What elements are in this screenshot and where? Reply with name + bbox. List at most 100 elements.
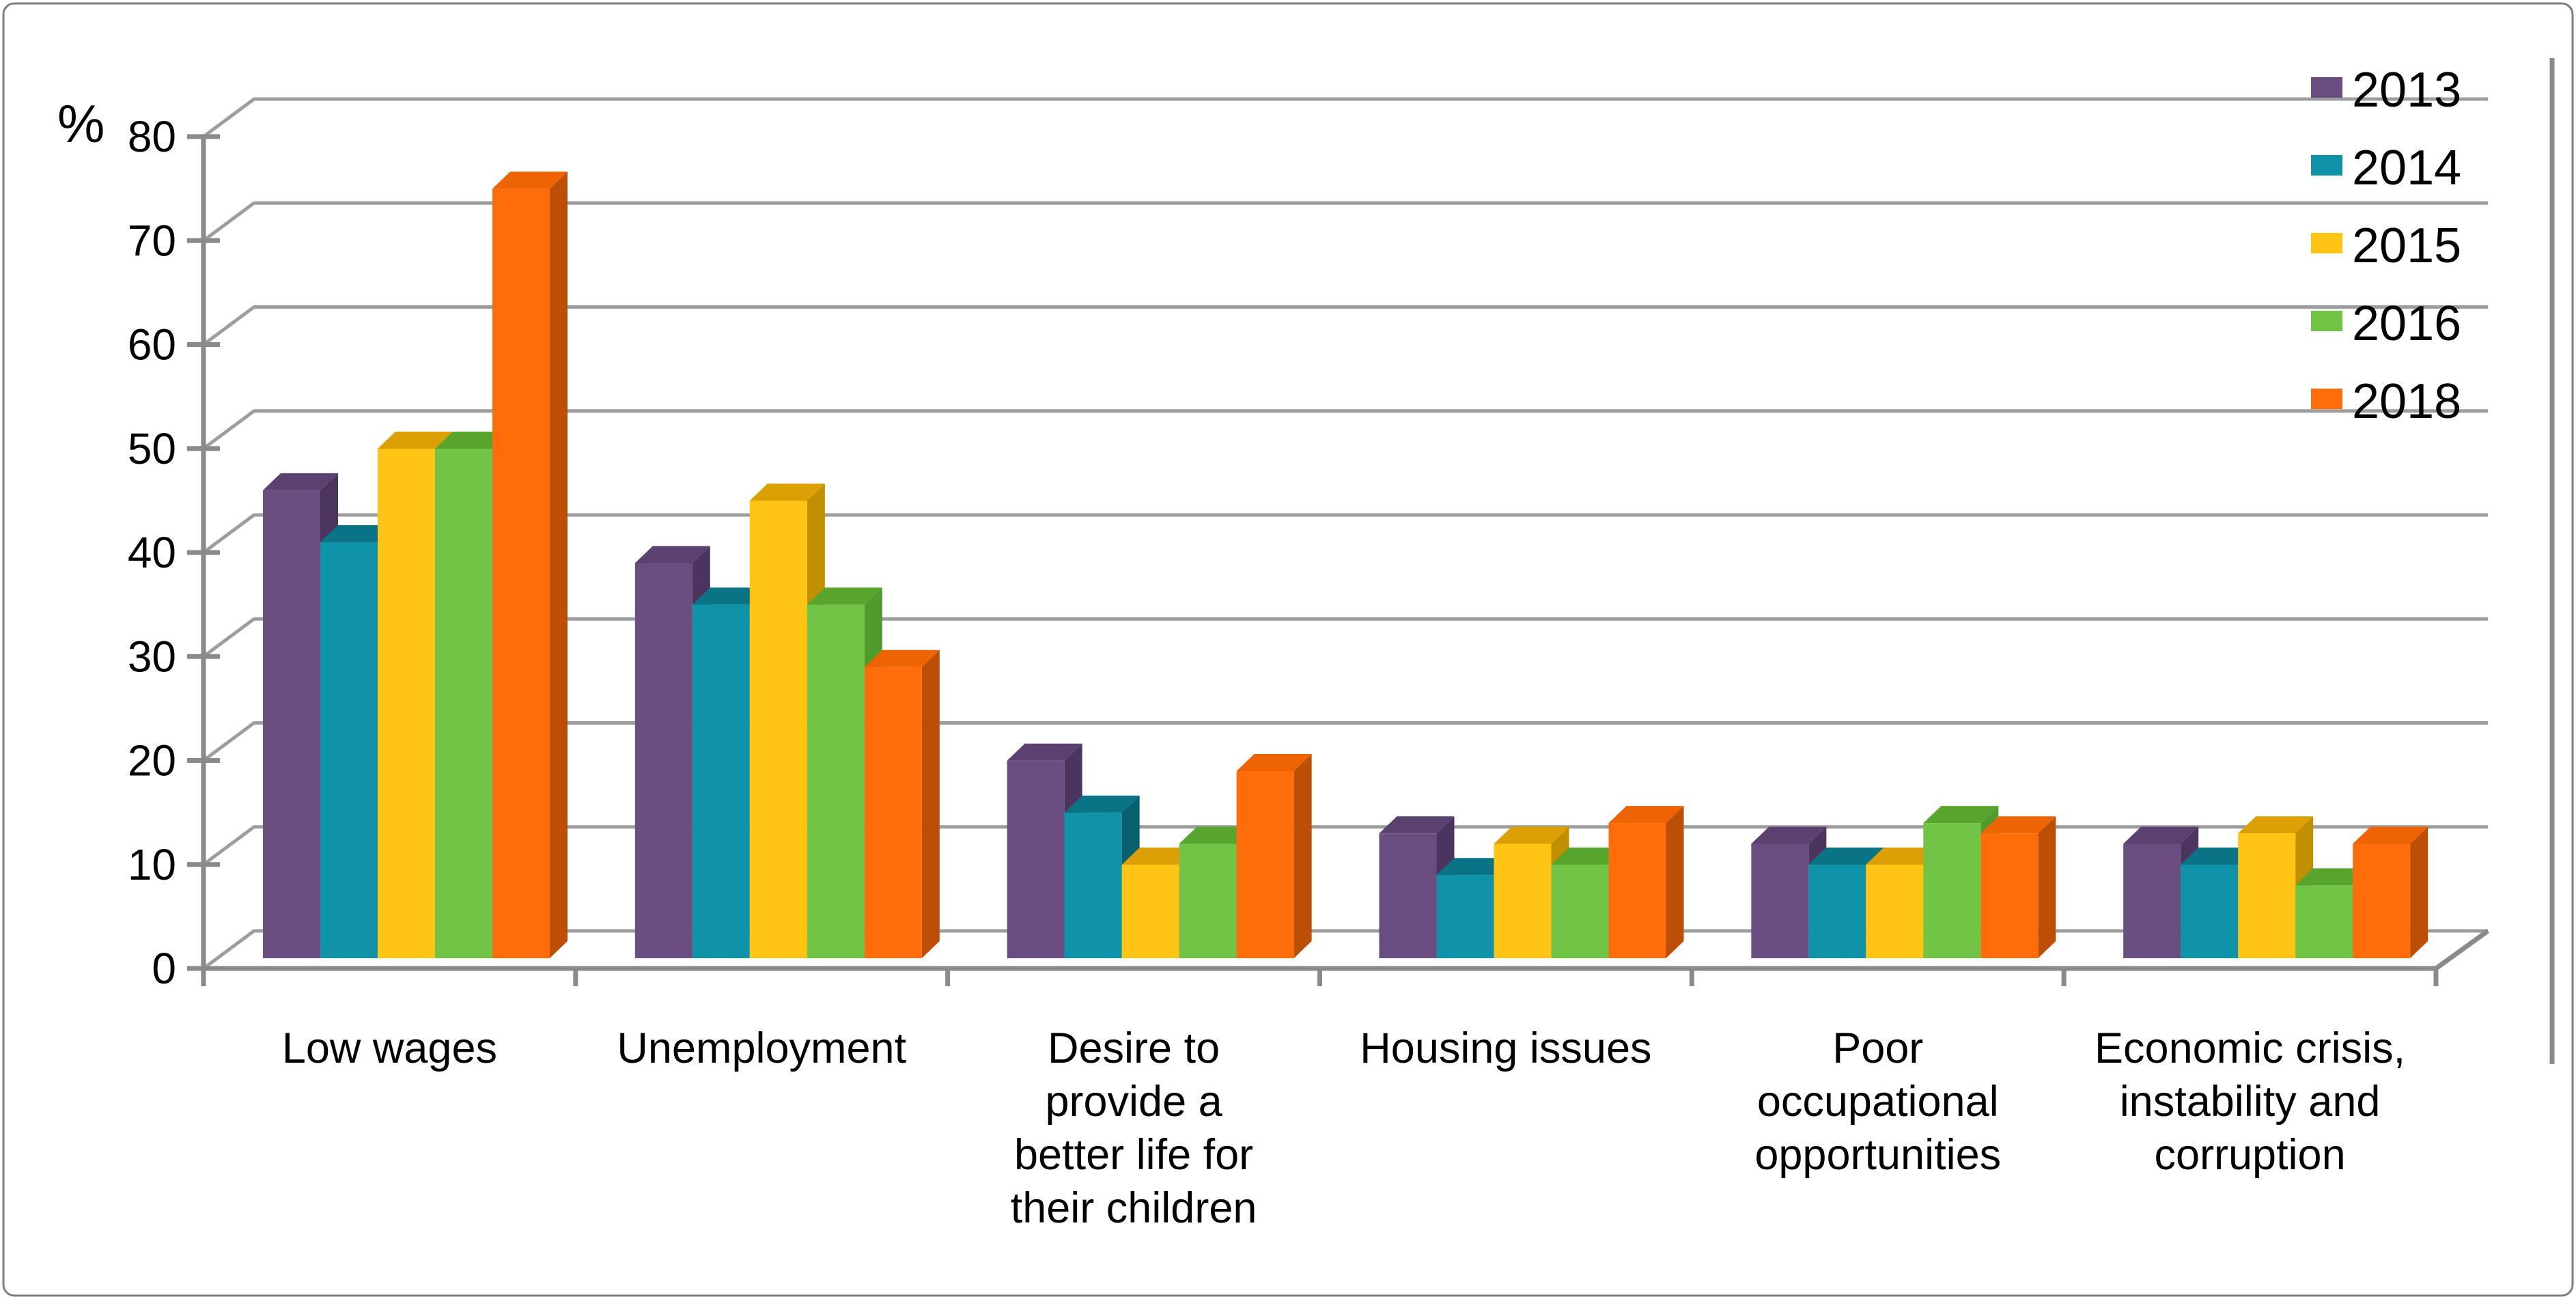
bar-front-face [692,604,750,958]
bar-front-face [2238,833,2296,958]
legend-label-2018: 2018 [2352,374,2461,429]
bar-front-face [1179,843,1237,958]
x-axis-label-line: Economic crisis, [2095,1024,2405,1072]
bar-front-face [2181,864,2239,958]
bar-top-face [1236,753,1312,771]
bars [263,171,2428,959]
x-axis-label-line: Poor [1832,1024,1923,1072]
y-axis-label-10: 10 [128,840,176,889]
bar-top-face [1007,743,1082,761]
bar-group-unemployment [634,484,940,958]
bar-top-face [1494,826,1569,844]
bar-front-face [320,542,378,958]
bar-side-face [2038,816,2056,958]
y-axis-label-30: 30 [128,632,176,681]
x-axis-label-low-wages: Low wages [282,1024,497,1072]
bar-top-face [2181,847,2256,865]
bar-front-face [1866,864,1924,958]
bar-front-face [263,490,320,958]
gridline-40 [202,513,2488,555]
bar-front-face [749,501,807,958]
bar-front-face [1007,760,1065,958]
y-axis-label-0: 0 [152,944,176,993]
bar-side-face [921,650,940,958]
x-axis-label-line: Low wages [282,1024,497,1072]
bar-top-face [749,484,825,501]
x-axis-label-line: better life for [1014,1131,1253,1179]
bar-front-face [1808,864,1866,958]
gridline-70 [202,201,2488,242]
x-axis-label-unemployment: Unemployment [617,1024,906,1072]
bar-side-face [1293,753,1312,958]
legend-label-2015: 2015 [2352,219,2461,273]
y-axis-label-80: 80 [128,112,176,161]
x-axis-label-desire-to-provide-a-better-life-for-their-children: Desire to provide a better life for their c… [1011,1024,1257,1232]
bar-top-face [1436,858,1512,876]
y-axis-label-20: 20 [128,736,176,785]
bar-group-low-wages [263,171,568,959]
legend-swatch-2013 [2311,77,2342,98]
bar-top-face [1179,826,1255,844]
legend-swatch-2014 [2311,155,2342,176]
legend-swatch-2015 [2311,233,2342,253]
y-axis [187,134,2439,986]
bar-front-face [1436,875,1494,958]
bar-front-face [1980,833,2039,958]
gridline-50 [202,409,2488,450]
gridlines [202,97,2488,970]
legend-swatch-2018 [2311,389,2342,409]
legend-swatch-2016 [2311,311,2342,331]
bar-top-face [2123,826,2199,844]
bar-front-face [1379,833,1437,958]
bar-front-face [1923,823,1981,958]
bar-top-face [378,431,453,449]
bar-front-face [1608,823,1666,958]
x-axis-label-line: provide a [1045,1078,1222,1126]
bar-front-face [1121,864,1179,958]
bar-side-face [550,171,568,959]
bar-top-face [864,650,940,667]
bar-top-face [2238,816,2314,834]
x-axis-label-line: Unemployment [617,1024,906,1072]
y-axis-label-50: 50 [128,424,176,473]
y-axis-label-60: 60 [128,320,176,369]
x-axis-label-housing-issues: Housing issues [1360,1024,1651,1072]
legend-item-2018: 2018 [2311,374,2461,429]
bar-front-face [1236,770,1294,958]
x-axis-label-poor-occupational-opportunities: Poor occupational opportunities [1754,1024,2001,1179]
bar-front-face [1751,843,1809,958]
bar-top-face [692,587,768,605]
bar-top-face [2295,868,2371,886]
bar-top-face [1923,806,1999,824]
bar-front-face [2295,885,2353,958]
gridline-20 [202,721,2488,762]
bar-2018-desire-to-provide-a-better-life-for-their-children [1236,753,1312,958]
bar-side-face [2410,826,2428,958]
y-axis-label-70: 70 [128,216,176,265]
bar-2018-poor-occupational-opportunities [1980,816,2056,958]
bar-front-face [1494,843,1552,958]
bar-top-face [1064,795,1140,813]
x-axis-label-line: opportunities [1754,1131,2001,1179]
x-axis-labels: Low wages Unemployment Desire to provide a b… [282,1024,2405,1232]
bar-top-face [492,171,568,189]
x-axis-label-line: their children [1011,1184,1257,1232]
bar-side-face [1666,806,1684,958]
legend: 2013 2014 2015 2016 2018 [2311,63,2461,429]
bar-group-economic-crisis-instability-and-corruption [2123,816,2428,958]
bar-top-face [1608,806,1684,824]
bar-front-face [492,188,550,959]
bar-top-face [1379,816,1455,834]
bar-top-face [435,431,510,449]
bar-2018-unemployment [864,650,940,958]
bar-group-housing-issues [1379,806,1684,958]
legend-item-2014: 2014 [2311,141,2461,195]
y-axis-labels: 0 10 20 30 40 50 60 70 80 [128,112,176,993]
y-axis-label-40: 40 [128,528,176,577]
gridline-0 [202,929,2488,970]
bar-top-face [1751,826,1827,844]
bar-front-face [2353,843,2411,958]
bar-front-face [1064,812,1122,958]
gridline-60 [202,305,2488,346]
